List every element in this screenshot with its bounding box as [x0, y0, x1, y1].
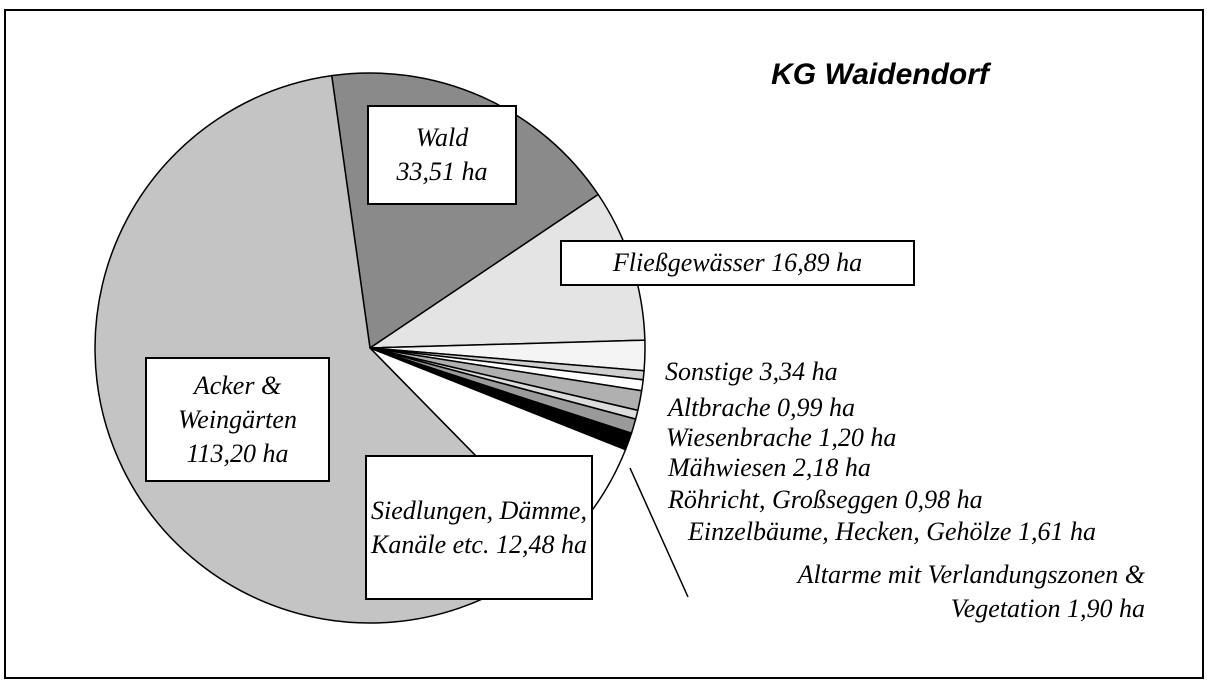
value-label: 12,48 ha: [495, 529, 587, 559]
value-label: 16,89 ha: [771, 248, 863, 277]
slice-label: Wald 33,51 ha: [367, 105, 517, 205]
chart-title: KG Waidendorf: [771, 58, 989, 91]
leader-line: [629, 467, 689, 598]
value-label: 1,90 ha: [1067, 594, 1145, 623]
value-label: 1,20 ha: [818, 423, 897, 452]
category-name: Mähwiesen: [668, 453, 787, 482]
value-label: 0,98 ha: [904, 485, 983, 514]
category-name: Sonstige: [665, 357, 754, 386]
label-text: Siedlungen, Dämme, Kanäle etc. 12,48 ha: [367, 494, 591, 562]
category-name: Altbrache: [668, 393, 771, 422]
category-name: Fließgewässer: [612, 248, 765, 277]
slice-label: Wiesenbrache 1,20 ha: [666, 421, 986, 455]
value-label: 33,51 ha: [396, 157, 488, 186]
slice-label: Altarme mit Verlandungszonen & Vegetatio…: [690, 558, 1145, 626]
category-name: Einzelbäume, Hecken, Gehölze: [688, 517, 1012, 546]
slice-label: Acker & Weingärten 113,20 ha: [145, 357, 330, 482]
category-name: Wald: [415, 123, 469, 152]
slice-label: Altbrache 0,99 ha: [668, 391, 968, 425]
slice-label: Mähwiesen 2,18 ha: [668, 451, 968, 485]
value-label: 3,34 ha: [759, 357, 838, 386]
value-label: 2,18 ha: [792, 453, 871, 482]
slice-label: Röhricht, Großseggen 0,98 ha: [668, 483, 1088, 517]
label-text: Wald 33,51 ha: [369, 121, 515, 189]
slice-label: Sonstige 3,34 ha: [665, 355, 965, 389]
category-name: Wiesenbrache: [666, 423, 812, 452]
category-name: Altarme mit Verlandungszonen & Vegetatio…: [797, 560, 1145, 623]
category-name: Acker & Weingärten: [178, 370, 297, 434]
value-label: 113,20 ha: [186, 438, 289, 468]
label-text: Acker & Weingärten 113,20 ha: [147, 369, 328, 471]
value-label: 0,99 ha: [777, 393, 856, 422]
frame: [4, 9, 1204, 679]
slice-label: Fließgewässer 16,89 ha: [560, 240, 915, 286]
slice-label: Einzelbäume, Hecken, Gehölze 1,61 ha: [688, 515, 1208, 549]
category-name: Röhricht, Großseggen: [668, 485, 899, 514]
value-label: 1,61 ha: [1017, 517, 1096, 546]
slice-label: Siedlungen, Dämme, Kanäle etc. 12,48 ha: [365, 455, 593, 600]
label-text: Fließgewässer 16,89 ha: [562, 246, 913, 280]
category-name: Siedlungen, Dämme, Kanäle etc.: [371, 495, 587, 559]
